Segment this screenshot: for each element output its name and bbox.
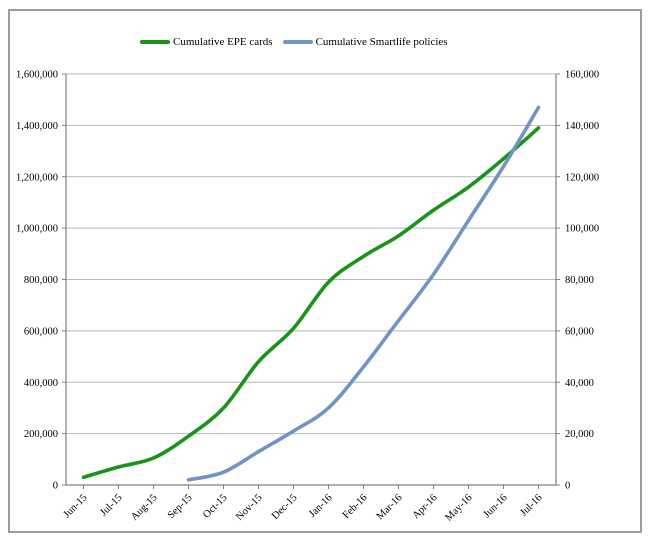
chart-legend: Cumulative EPE cards Cumulative Smartlif… — [140, 36, 448, 48]
right-axis-label: 160,000 — [565, 70, 599, 81]
legend-swatch-smartlife-policies-icon — [282, 40, 313, 44]
legend-item-epe-cards: Cumulative EPE cards — [140, 36, 273, 48]
x-axis-label: Mar-16 — [375, 492, 405, 522]
x-axis-label: Jun-15 — [62, 492, 90, 520]
left-axis-label: 1,400,000 — [16, 121, 58, 132]
right-axis-label: 60,000 — [565, 326, 594, 337]
right-axis-label: 40,000 — [565, 378, 594, 389]
right-axis-label: 120,000 — [565, 172, 599, 183]
x-axis-label: Oct-15 — [201, 492, 229, 520]
x-axis-label: Sep-15 — [166, 492, 195, 521]
right-axis-label: 20,000 — [565, 429, 594, 440]
series-line-smartlife-policies — [186, 105, 541, 482]
x-axis-label: Aug-15 — [129, 492, 159, 522]
series-line-epe-cards — [81, 126, 541, 480]
left-axis-label: 400,000 — [24, 378, 58, 389]
x-axis-label: Apr-16 — [411, 492, 440, 521]
right-axis-label: 80,000 — [565, 275, 594, 286]
left-axis-label: 600,000 — [24, 326, 58, 337]
x-axis-label: Jul-16 — [518, 492, 544, 518]
x-axis-label: Jan-16 — [307, 492, 335, 520]
x-axis-label: Jun-16 — [482, 492, 510, 520]
legend-label-smartlife-policies: Cumulative Smartlife policies — [315, 36, 448, 48]
left-axis-label: 200,000 — [24, 429, 58, 440]
right-axis-label: 140,000 — [565, 121, 599, 132]
x-axis-label: Nov-15 — [234, 492, 264, 522]
x-axis-label: May-16 — [443, 492, 474, 523]
x-axis-label: Jul-15 — [98, 492, 124, 518]
left-axis-label: 1,000,000 — [16, 224, 58, 235]
x-axis-label: Feb-16 — [341, 492, 370, 521]
left-axis-label: 800,000 — [24, 275, 58, 286]
legend-swatch-epe-cards-icon — [140, 40, 170, 44]
legend-item-smartlife-policies: Cumulative Smartlife policies — [282, 36, 448, 48]
right-axis-label: 0 — [565, 481, 570, 492]
x-axis-label: Dec-15 — [270, 492, 300, 522]
right-axis-label: 100,000 — [565, 224, 599, 235]
left-axis-label: 1,600,000 — [16, 70, 58, 81]
chart-frame — [8, 9, 642, 533]
left-axis-label: 1,200,000 — [16, 172, 58, 183]
left-axis-label: 0 — [53, 481, 58, 492]
legend-label-epe-cards: Cumulative EPE cards — [173, 36, 273, 48]
